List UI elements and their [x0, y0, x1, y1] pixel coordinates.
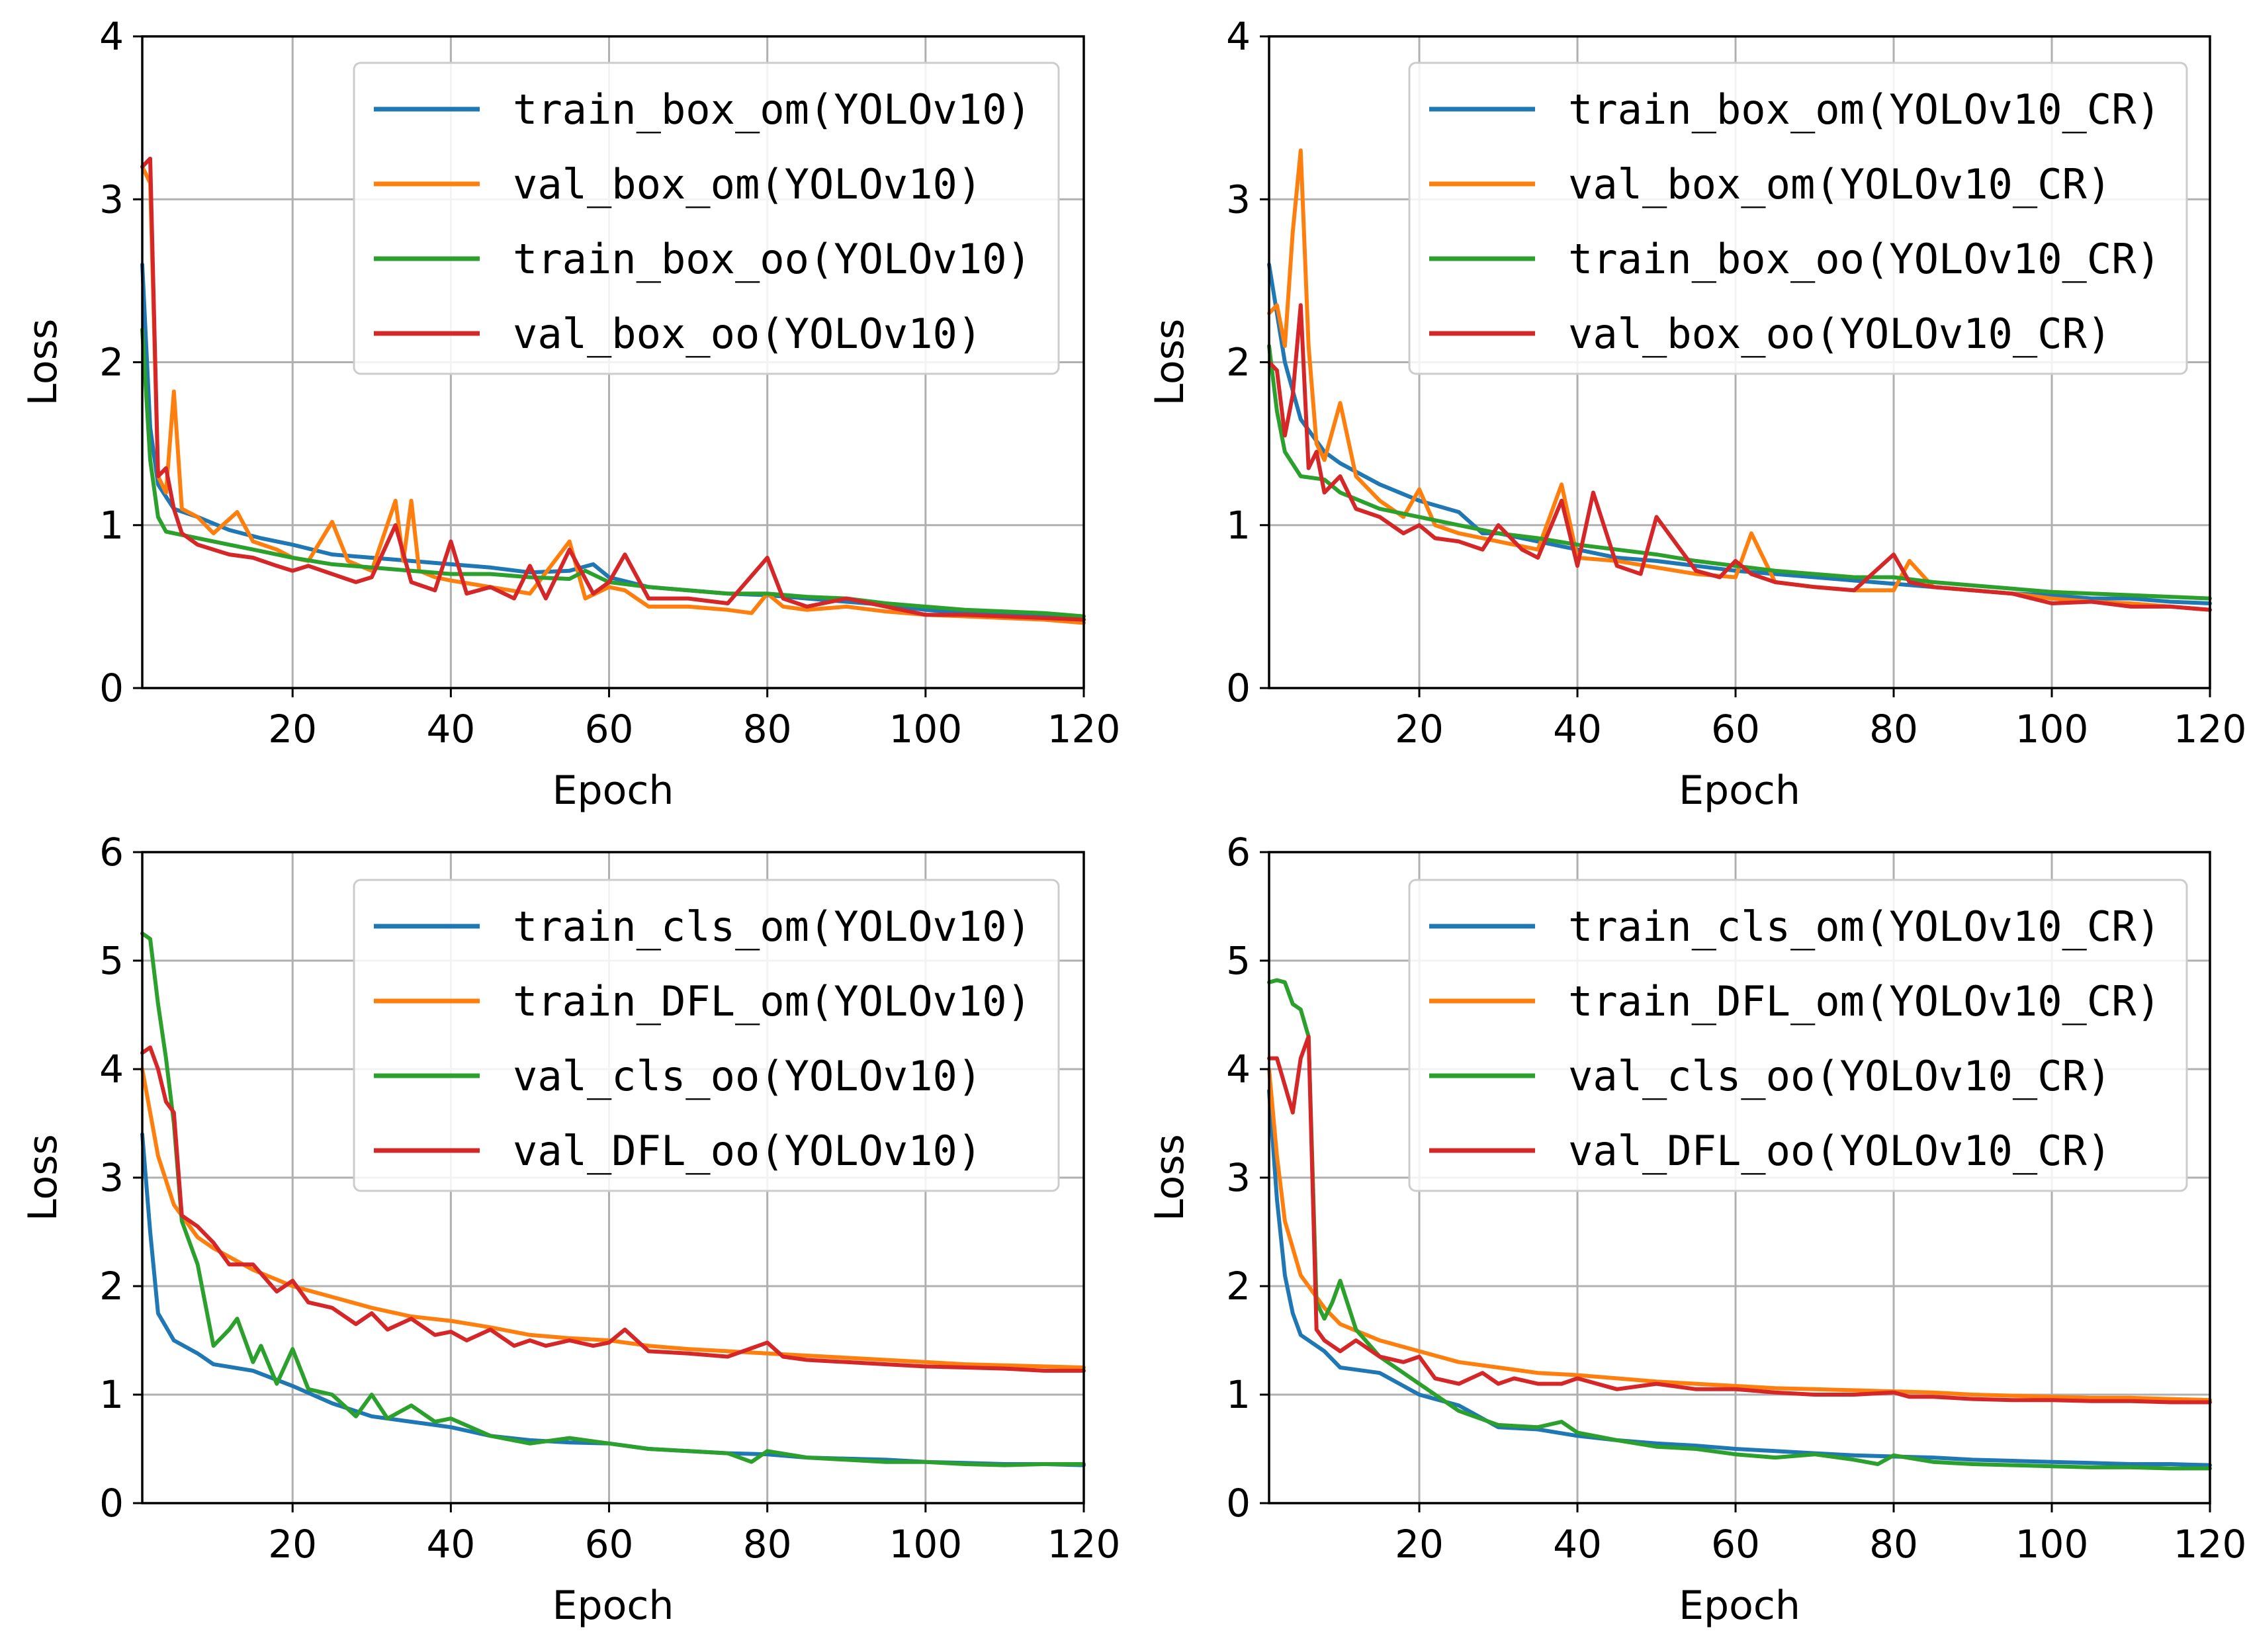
y-axis-label: Loss — [20, 319, 66, 406]
x-tick-label: 120 — [2174, 1522, 2247, 1567]
series-line-red — [140, 156, 1086, 622]
x-tick-label: 40 — [1553, 707, 1602, 752]
x-tick-label: 60 — [1711, 707, 1760, 752]
chart-panel-1: 20 40 60 80 100 120 0 1 2 3 4 Epoch Loss train_box_om… — [20, 14, 1120, 814]
x-tick-label: 20 — [268, 1522, 317, 1567]
x-tick-label: 20 — [268, 707, 317, 752]
y-tick-label: 4 — [99, 1047, 124, 1092]
legend-entry: val_box_oo(YOLOv10) — [513, 310, 982, 358]
y-tick-label: 3 — [99, 177, 124, 222]
y-tick-label: 6 — [1226, 830, 1251, 875]
x-axis-label: Epoch — [1679, 1583, 1800, 1629]
y-tick-label: 0 — [99, 666, 124, 711]
x-tick-label: 40 — [1553, 1522, 1602, 1567]
legend-entry: val_DFL_oo(YOLOv10_CR) — [1568, 1127, 2111, 1175]
legend-entry: train_box_om(YOLOv10_CR) — [1568, 85, 2161, 134]
x-axis-label: Epoch — [1679, 767, 1800, 814]
y-tick-label: 3 — [99, 1155, 124, 1200]
y-tick-label: 4 — [1226, 1047, 1251, 1092]
series-line-red — [1267, 303, 2212, 612]
x-tick-label: 80 — [1869, 707, 1918, 752]
y-tick-label: 1 — [1226, 503, 1251, 548]
legend-entry: train_DFL_om(YOLOv10) — [513, 977, 1032, 1025]
y-tick-label: 2 — [1226, 1264, 1251, 1309]
y-tick-label: 2 — [99, 1264, 124, 1309]
legend-entry: train_cls_om(YOLOv10) — [513, 902, 1032, 951]
legend-box — [1408, 879, 2188, 1192]
x-tick-label: 120 — [2174, 707, 2247, 752]
legend: train_box_om(YOLOv10_CR) val_box_om(YOLOv… — [1408, 62, 2188, 375]
y-axis-label: Loss — [20, 1134, 66, 1221]
legend: train_cls_om(YOLOv10) train_DFL_om(YOLOv1… — [353, 879, 1060, 1192]
series-line-orange — [1267, 1067, 2212, 1403]
legend-box — [1408, 62, 2188, 375]
x-tick-label: 20 — [1395, 707, 1444, 752]
x-tick-label: 120 — [1047, 1522, 1121, 1567]
x-tick-label: 40 — [426, 707, 475, 752]
x-tick-label: 60 — [585, 1522, 634, 1567]
y-tick-label: 5 — [1226, 938, 1251, 983]
legend-entry: val_box_om(YOLOv10) — [513, 160, 982, 208]
x-tick-label: 40 — [426, 1522, 475, 1567]
y-tick-label: 6 — [99, 830, 124, 875]
series-line-green — [140, 932, 1086, 1467]
chart-panel-2: 20 40 60 80 100 120 0 1 2 3 4 Epoch Loss train_box_om… — [1147, 14, 2246, 814]
legend-entry: train_box_om(YOLOv10) — [513, 85, 1032, 134]
legend-box — [353, 879, 1060, 1192]
y-tick-label: 3 — [1226, 177, 1251, 222]
series-line-red — [1267, 1034, 2212, 1405]
x-tick-label: 80 — [1869, 1522, 1918, 1567]
chart-panel-3: 20 40 60 80 100 120 0 1 2 3 4 5 6 Epoch Loss train_cls_… — [20, 830, 1120, 1629]
series-line-blue — [140, 262, 1086, 622]
x-tick-label: 60 — [585, 707, 634, 752]
y-tick-label: 3 — [1226, 1155, 1251, 1200]
legend: train_cls_om(YOLOv10_CR) train_DFL_om(YOL… — [1408, 879, 2188, 1192]
legend-entry: val_cls_oo(YOLOv10_CR) — [1568, 1052, 2111, 1100]
y-axis-label: Loss — [1147, 319, 1193, 406]
legend-entry: val_cls_oo(YOLOv10) — [513, 1052, 982, 1100]
series-line-green — [140, 327, 1086, 619]
x-tick-label: 80 — [743, 1522, 792, 1567]
y-tick-label: 4 — [1226, 14, 1251, 59]
legend-entry: val_box_oo(YOLOv10_CR) — [1568, 310, 2111, 358]
legend-box — [353, 62, 1060, 375]
x-tick-label: 60 — [1711, 1522, 1760, 1567]
chart-panel-4: 20 40 60 80 100 120 0 1 2 3 4 5 6 Epoch Loss train_cls_… — [1147, 830, 2246, 1629]
y-tick-label: 1 — [99, 1372, 124, 1417]
x-tick-label: 100 — [889, 707, 962, 752]
x-tick-label: 20 — [1395, 1522, 1444, 1567]
y-tick-label: 1 — [99, 503, 124, 548]
y-tick-label: 2 — [99, 340, 124, 385]
x-axis-label: Epoch — [552, 767, 674, 814]
series-line-blue — [1267, 1088, 2212, 1467]
x-tick-label: 80 — [743, 707, 792, 752]
y-tick-label: 2 — [1226, 340, 1251, 385]
x-tick-label: 100 — [2015, 707, 2089, 752]
y-tick-label: 0 — [1226, 1481, 1251, 1526]
legend-entry: train_box_oo(YOLOv10) — [513, 235, 1032, 283]
x-tick-label: 120 — [1047, 707, 1121, 752]
legend-entry: val_box_om(YOLOv10_CR) — [1568, 160, 2111, 208]
y-axis-label: Loss — [1147, 1134, 1193, 1221]
legend-entry: val_DFL_oo(YOLOv10) — [513, 1127, 982, 1175]
legend-entry: train_DFL_om(YOLOv10_CR) — [1568, 977, 2161, 1025]
legend-entry: train_box_oo(YOLOv10_CR) — [1568, 235, 2161, 283]
legend-entry: train_cls_om(YOLOv10_CR) — [1568, 902, 2161, 951]
series-line-orange — [140, 1067, 1086, 1369]
x-axis-label: Epoch — [552, 1583, 674, 1629]
x-tick-label: 100 — [2015, 1522, 2089, 1567]
series-line-orange — [140, 165, 1086, 625]
y-tick-label: 0 — [1226, 666, 1251, 711]
y-tick-label: 0 — [99, 1481, 124, 1526]
y-tick-label: 5 — [99, 938, 124, 983]
y-tick-label: 1 — [1226, 1372, 1251, 1417]
x-tick-label: 100 — [889, 1522, 962, 1567]
y-tick-label: 4 — [99, 14, 124, 59]
legend: train_box_om(YOLOv10) val_box_om(YOLOv10)… — [353, 62, 1060, 375]
series-line-red — [140, 1045, 1086, 1373]
